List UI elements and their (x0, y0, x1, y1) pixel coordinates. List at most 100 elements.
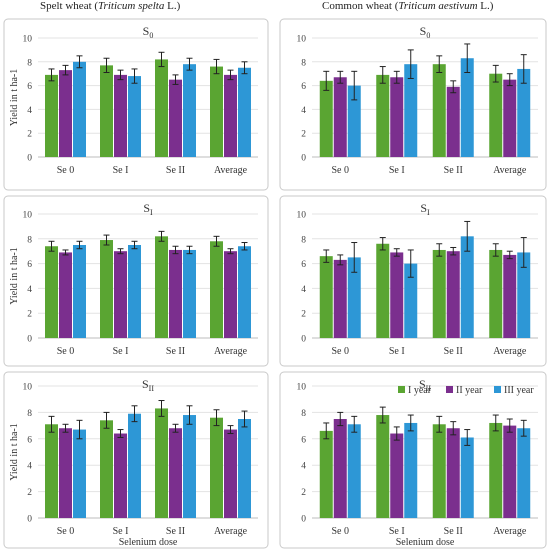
y-tick-label: 0 (301, 154, 306, 164)
header-spelt-suffix: L.) (164, 0, 181, 12)
bar-ii-year (169, 79, 182, 157)
bar-i-year (155, 236, 168, 338)
x-tick-label: Se I (113, 165, 129, 176)
bar-i-year (210, 241, 223, 338)
bar-iii-year (347, 257, 361, 338)
legend-label: II year (456, 385, 483, 396)
y-tick-label: 4 (27, 285, 32, 295)
bar-i-year (376, 415, 390, 518)
bar-i-year (376, 74, 390, 157)
bar-i-year (319, 80, 333, 157)
bar-iii-year (404, 263, 418, 338)
bar-ii-year (446, 86, 460, 157)
bar-i-year (45, 424, 58, 518)
y-tick-label: 8 (27, 58, 32, 68)
y-axis-label: Yield in t ha-1 (9, 247, 20, 305)
header-spelt-prefix: Spelt wheat ( (40, 0, 99, 12)
x-tick-label: Se II (166, 526, 185, 537)
y-tick-label: 6 (301, 260, 306, 270)
bar-iii-year (460, 58, 474, 158)
bar-ii-year (224, 74, 237, 157)
bar-iii-year (128, 245, 141, 338)
x-tick-label: Se II (166, 165, 185, 176)
y-tick-label: 0 (301, 515, 306, 525)
chart-common-s1: 0 2 4 6 8 10 SI Se 0 Se I Se II Average (279, 195, 547, 367)
bar-ii-year (114, 433, 127, 518)
x-tick-label: Se I (113, 526, 129, 537)
y-tick-label: 0 (27, 154, 32, 164)
x-tick-label: Se 0 (57, 346, 75, 357)
chart-title: S0 (143, 24, 154, 40)
bar-iii-year (183, 249, 196, 338)
bar-ii-year (59, 428, 72, 518)
y-tick-label: 2 (27, 488, 32, 498)
bar-ii-year (59, 252, 72, 338)
bar-ii-year (224, 429, 237, 518)
bar-iii-year (73, 245, 86, 338)
x-tick-label: Se 0 (57, 165, 75, 176)
chart-title: SI (420, 201, 430, 217)
header-common-prefix: Common wheat ( (322, 0, 399, 12)
bar-i-year (45, 74, 58, 157)
bar-i-year (100, 420, 113, 518)
x-tick-label: Se II (444, 526, 463, 537)
x-tick-label: Se I (389, 526, 405, 537)
bar-iii-year (460, 236, 474, 338)
chart-title: SI (143, 201, 153, 217)
chart-title-subscript: I (150, 208, 153, 217)
legend-label: III year (504, 385, 534, 396)
bar-i-year (376, 243, 390, 338)
header-spelt-species: Triticum spelta (98, 0, 165, 12)
y-tick-label: 10 (23, 211, 33, 221)
x-tick-label: Se II (166, 346, 185, 357)
y-tick-label: 10 (297, 211, 307, 221)
x-tick-label: Average (493, 165, 527, 176)
x-tick-label: Se 0 (332, 165, 350, 176)
y-tick-label: 6 (27, 260, 32, 270)
chart-title-base: S (142, 377, 149, 391)
bar-iii-year (460, 437, 474, 518)
y-tick-label: 2 (301, 130, 306, 140)
x-tick-label: Se 0 (332, 526, 350, 537)
column-header-spelt: Spelt wheat (Triticum spelta L.) (40, 0, 180, 12)
bar-iii-year (517, 68, 531, 157)
y-axis-label: Yield in t ha-1 (9, 69, 20, 127)
bar-ii-year (503, 254, 517, 338)
chart-title-subscript: II (149, 384, 155, 393)
bar-iii-year (404, 422, 418, 518)
bar-iii-year (238, 419, 251, 518)
y-tick-label: 10 (23, 383, 33, 393)
bar-i-year (319, 430, 333, 518)
bar-ii-year (446, 251, 460, 338)
bar-ii-year (503, 425, 517, 518)
bar-iii-year (517, 252, 531, 338)
y-tick-label: 2 (27, 310, 32, 320)
y-tick-label: 4 (27, 462, 32, 472)
bar-ii-year (114, 251, 127, 338)
x-tick-label: Average (214, 526, 248, 537)
bar-i-year (489, 249, 503, 338)
chart-title-subscript: I (427, 208, 430, 217)
x-tick-label: Se II (444, 165, 463, 176)
bar-i-year (432, 64, 446, 157)
bar-ii-year (333, 77, 347, 157)
y-tick-label: 6 (27, 82, 32, 92)
x-tick-label: Average (214, 346, 248, 357)
x-tick-label: Se I (113, 346, 129, 357)
bar-i-year (432, 424, 446, 518)
chart-title-subscript: 0 (149, 31, 153, 40)
bar-ii-year (333, 259, 347, 338)
bar-i-year (489, 422, 503, 518)
x-tick-label: Average (493, 526, 527, 537)
chart-title-base: S (420, 24, 427, 38)
chart-common-s2: 0 2 4 6 8 10 SII Se 0 Se I Se II Average Selenium d… (279, 371, 547, 549)
y-tick-label: 8 (301, 58, 306, 68)
x-tick-label: Se 0 (332, 346, 350, 357)
x-axis-label: Selenium dose (119, 537, 178, 548)
bar-i-year (432, 249, 446, 338)
y-tick-label: 6 (27, 435, 32, 445)
y-tick-label: 4 (301, 462, 306, 472)
